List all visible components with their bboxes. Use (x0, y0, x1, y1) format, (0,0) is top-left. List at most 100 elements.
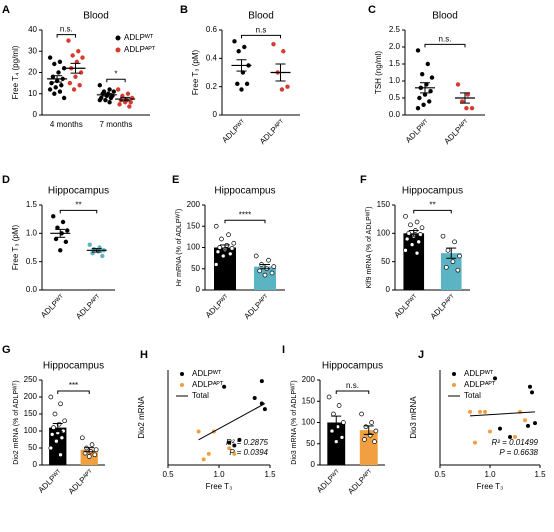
legend-marker (115, 35, 121, 41)
point (468, 409, 472, 414)
y-tick-label: 100 (377, 228, 391, 237)
error-bar (236, 59, 247, 72)
x-tick-label: 7 months (100, 120, 133, 129)
point (58, 401, 63, 407)
y-tick-label: 0.6 (206, 25, 218, 34)
point (213, 262, 219, 267)
significance-bracket (224, 219, 266, 224)
point (333, 439, 339, 444)
point (404, 236, 410, 242)
y-axis-label: Dio2 mRNA (% of ADLPᵂᵀ) (13, 380, 20, 464)
point (48, 394, 54, 400)
x-tick-label: ADLPᴬᴾᵀ (258, 117, 287, 146)
y-tick-label: 2.0 (389, 42, 401, 51)
y-tick-label: 0.4 (206, 53, 218, 62)
x-tick-label: ADLPᵂᵀ (315, 467, 342, 494)
point (97, 83, 103, 88)
point (232, 443, 237, 448)
point (427, 99, 432, 104)
point (222, 384, 227, 389)
point (493, 376, 497, 381)
y-tick-label: 0.0 (26, 285, 38, 294)
y-axis-label: Free T₄ (pg/ml) (11, 45, 20, 99)
significance-bracket (241, 34, 281, 39)
point (219, 236, 224, 242)
legend-marker (115, 47, 121, 53)
y-axis-label: Free T₃ (pM) (11, 225, 20, 271)
point (51, 214, 56, 219)
point (52, 91, 57, 96)
point (417, 95, 422, 101)
panel-title: Blood (432, 11, 458, 22)
fit-line (469, 411, 536, 417)
point (54, 438, 59, 444)
y-tick-label: 200 (24, 392, 38, 401)
point (87, 242, 92, 247)
legend-marker (452, 372, 456, 376)
x-tick-label: ADLPᵂᵀ (393, 292, 420, 319)
point (414, 250, 420, 256)
point (53, 236, 59, 242)
error-bar (408, 230, 419, 237)
point (452, 239, 457, 245)
point (336, 403, 342, 408)
bar (440, 253, 462, 290)
x-tick-label: ADLPᵂᵀ (204, 292, 231, 319)
point (60, 428, 66, 434)
y-axis-label: Free T₃ (pM) (191, 50, 200, 96)
panel-title: Hippocampus (214, 186, 275, 197)
point (428, 89, 433, 94)
panel-title: Blood (248, 11, 274, 22)
point (341, 420, 346, 425)
y-axis-label: Dio3 mRNA (% of ADLPᵂᵀ) (291, 380, 298, 464)
panel-letter: F (360, 174, 367, 186)
point (127, 104, 132, 109)
point (235, 81, 240, 87)
point (266, 257, 271, 263)
point (372, 439, 377, 444)
legend-label: ADLPᵂᵀ (192, 369, 222, 378)
point (100, 253, 105, 259)
point (414, 219, 420, 225)
y-tick-label: 1.5 (26, 200, 38, 209)
significance-label: n.s. (346, 381, 359, 390)
y-tick-label: 100 (187, 243, 201, 252)
x-tick-label: ADLPᵂᵀ (37, 467, 64, 494)
y-tick-label: 1.0 (26, 228, 38, 237)
point (66, 38, 71, 43)
bar (403, 233, 425, 290)
legend-marker (452, 383, 456, 387)
point (49, 432, 55, 437)
significance-label: ** (75, 200, 81, 209)
y-axis-label: Klf9 mRNA (% of ADLPᵂᵀ) (366, 206, 373, 288)
x-axis-label: Free T₃ (477, 482, 504, 491)
point (57, 59, 63, 65)
point (227, 440, 232, 445)
point (473, 440, 477, 445)
point (239, 87, 244, 92)
point (498, 426, 502, 431)
y-tick-label: 1.0 (389, 76, 401, 85)
significance-label: * (114, 69, 117, 78)
point (269, 270, 275, 276)
point (331, 411, 336, 417)
panel-title: Blood (83, 11, 109, 22)
y-tick-label: 50 (191, 264, 200, 273)
significance-label: n.s. (439, 35, 452, 44)
point (429, 75, 435, 80)
point (226, 232, 231, 238)
point (78, 70, 84, 75)
x-tick-label: 1.0 (484, 470, 496, 479)
y-axis-label: TSH (ng/ml) (374, 51, 383, 94)
point (56, 70, 61, 75)
point (71, 87, 77, 92)
point (415, 106, 421, 111)
significance-label: n.s (256, 25, 267, 34)
point (455, 267, 461, 273)
y-tick-label: 150 (377, 200, 391, 209)
error-bar (420, 82, 430, 94)
point (253, 253, 259, 259)
point (73, 74, 78, 79)
y-tick-label: 50 (28, 443, 37, 452)
point (244, 81, 250, 87)
